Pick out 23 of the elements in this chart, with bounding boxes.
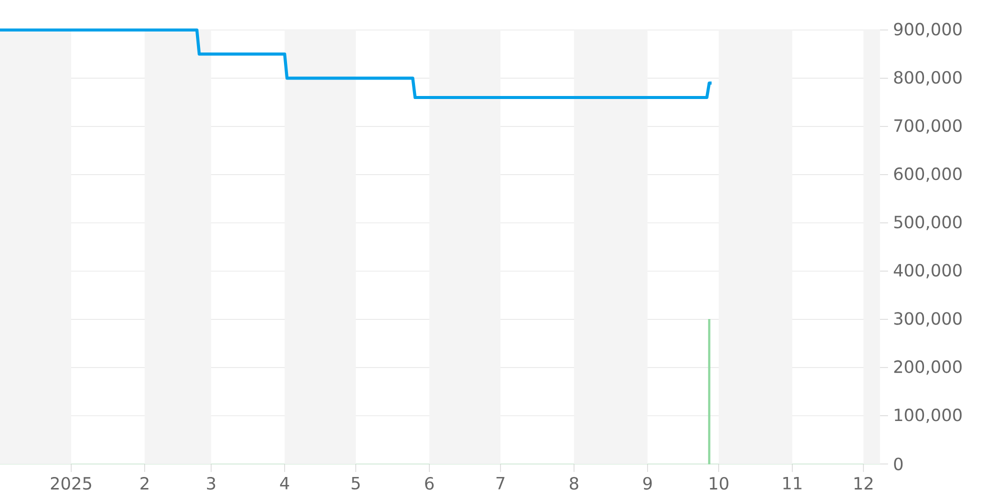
y-tick-label: 400,000 bbox=[894, 264, 962, 278]
y-tick-label: 800,000 bbox=[894, 70, 962, 86]
x-tick-label: 5 bbox=[352, 476, 360, 490]
x-tick-label: 4 bbox=[280, 476, 290, 490]
y-tick-label: 0 bbox=[894, 458, 903, 470]
y-tick-label: 500,000 bbox=[894, 216, 962, 230]
x-tick-label: 10 bbox=[710, 476, 728, 490]
x-tick-label: 3 bbox=[207, 476, 216, 490]
x-tick-label: 12 bbox=[854, 476, 872, 490]
y-tick-label: 600,000 bbox=[894, 167, 962, 182]
x-tick-label: 2 bbox=[140, 476, 148, 490]
x-tick-label: 8 bbox=[570, 476, 578, 490]
x-tick-label: 7 bbox=[496, 476, 504, 490]
y-tick-label: 300,000 bbox=[894, 312, 962, 327]
y-tick-label: 700,000 bbox=[894, 119, 962, 134]
x-tick-label: 2025 bbox=[50, 476, 92, 490]
y-tick-label: 900,000 bbox=[894, 22, 962, 38]
line-series bbox=[0, 28, 714, 100]
y-tick-label: 100,000 bbox=[894, 408, 962, 424]
x-tick-label: 9 bbox=[643, 476, 652, 490]
x-tick-label: 6 bbox=[425, 476, 434, 490]
x-tick-label: 11 bbox=[783, 476, 802, 490]
y-tick-label: 200,000 bbox=[894, 360, 962, 375]
